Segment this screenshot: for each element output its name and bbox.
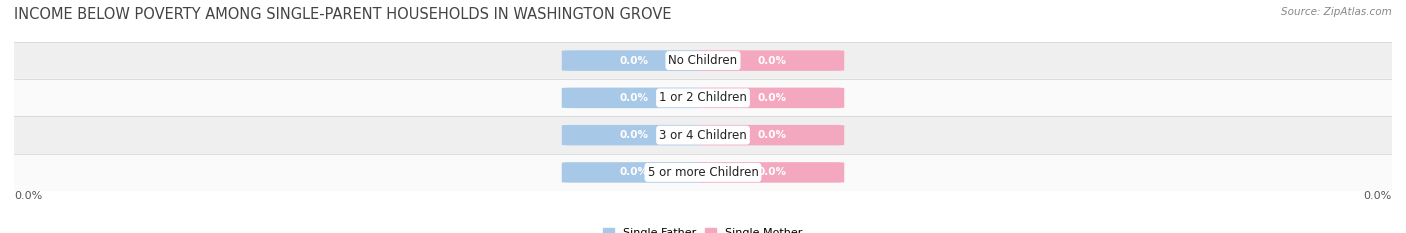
Text: 0.0%: 0.0% [758,56,786,65]
FancyBboxPatch shape [562,162,706,183]
Text: 0.0%: 0.0% [620,93,648,103]
FancyBboxPatch shape [562,88,706,108]
FancyBboxPatch shape [562,50,706,71]
Text: 0.0%: 0.0% [620,168,648,177]
Legend: Single Father, Single Mother: Single Father, Single Mother [599,223,807,233]
FancyBboxPatch shape [562,125,706,145]
Bar [14,154,1392,191]
FancyBboxPatch shape [700,162,844,183]
Text: Source: ZipAtlas.com: Source: ZipAtlas.com [1281,7,1392,17]
FancyBboxPatch shape [700,125,844,145]
Text: 0.0%: 0.0% [758,130,786,140]
Text: 1 or 2 Children: 1 or 2 Children [659,91,747,104]
Text: No Children: No Children [668,54,738,67]
Bar [14,79,1392,116]
Bar [14,42,1392,79]
FancyBboxPatch shape [700,50,844,71]
Text: 0.0%: 0.0% [14,191,42,201]
FancyBboxPatch shape [700,88,844,108]
Text: 0.0%: 0.0% [758,168,786,177]
Text: 5 or more Children: 5 or more Children [648,166,758,179]
Text: 0.0%: 0.0% [1364,191,1392,201]
Text: 0.0%: 0.0% [620,130,648,140]
Bar [14,116,1392,154]
Text: 3 or 4 Children: 3 or 4 Children [659,129,747,142]
Text: 0.0%: 0.0% [620,56,648,65]
Text: 0.0%: 0.0% [758,93,786,103]
Text: INCOME BELOW POVERTY AMONG SINGLE-PARENT HOUSEHOLDS IN WASHINGTON GROVE: INCOME BELOW POVERTY AMONG SINGLE-PARENT… [14,7,672,22]
